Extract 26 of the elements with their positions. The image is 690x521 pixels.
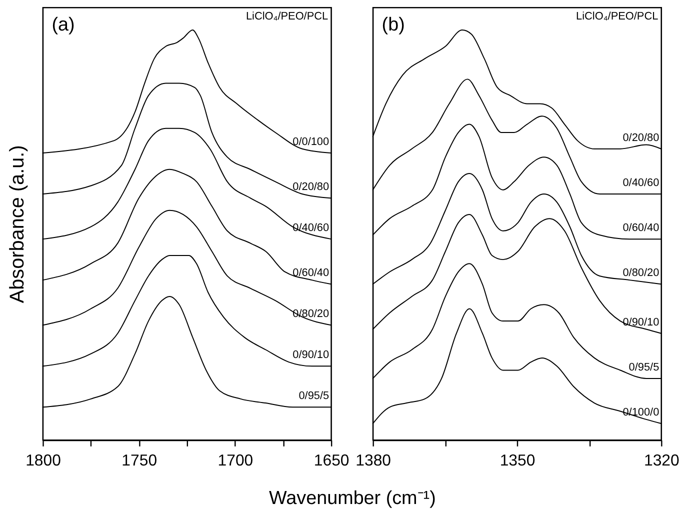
x-tick-label: 1320 xyxy=(644,452,680,470)
series-label: 0/95/5 xyxy=(298,390,330,402)
series-label: 0/90/10 xyxy=(622,316,660,328)
series-label: 0/95/5 xyxy=(628,361,660,374)
text: LiClO₄/PEO/PCL xyxy=(246,10,328,22)
y-axis-title: Absorbance (a.u.) xyxy=(6,145,28,304)
x-tick-label: 1350 xyxy=(500,452,536,470)
series-label: 0/60/40 xyxy=(622,222,660,234)
series-label: 0/40/60 xyxy=(622,177,660,190)
series-label: 0/20/80 xyxy=(292,181,330,194)
x-tick-label: 1700 xyxy=(218,452,254,470)
chart-title: (a) xyxy=(52,14,75,36)
chart-title: (b) xyxy=(382,14,405,36)
series-label: 0/100/0 xyxy=(622,406,660,419)
x-tick-label: 1650 xyxy=(314,452,350,470)
x-tick-label: 1750 xyxy=(122,452,158,470)
series-label: 0/80/20 xyxy=(622,267,660,280)
x-axis-title: Wavenumber (cm⁻¹) xyxy=(269,488,436,510)
series-label: 0/60/40 xyxy=(292,267,330,280)
text: LiClO₄/PEO/PCL xyxy=(576,10,658,22)
x-tick-label: 1800 xyxy=(26,452,62,470)
series-label: 0/90/10 xyxy=(292,349,330,362)
series-label: 0/0/100 xyxy=(292,136,330,148)
series-label: 0/20/80 xyxy=(622,132,660,144)
x-tick-label: 1380 xyxy=(356,452,392,470)
series-label: 0/40/60 xyxy=(292,222,330,234)
